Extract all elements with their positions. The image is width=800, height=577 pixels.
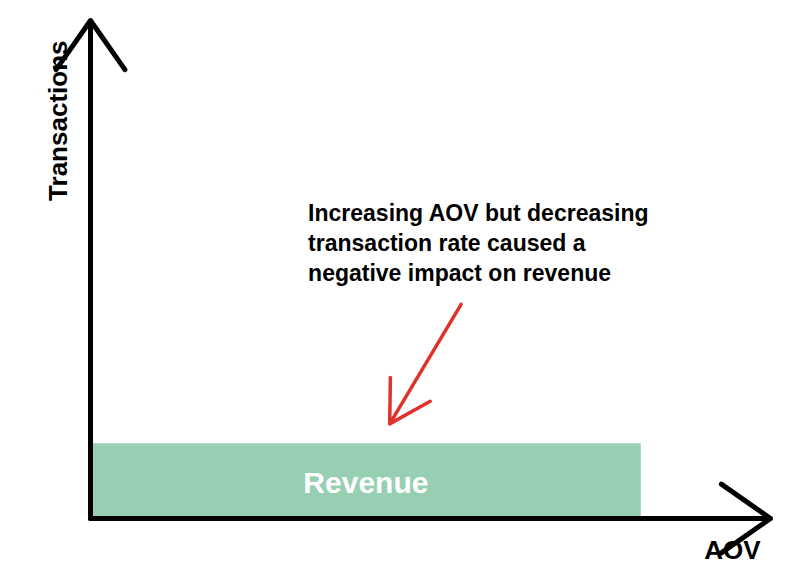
svg-text:AOV: AOV (704, 535, 761, 565)
svg-text:Transactions: Transactions (43, 41, 73, 201)
svg-text:Revenue: Revenue (303, 466, 428, 499)
svg-text:Increasing AOV but decreasingt: Increasing AOV but decreasingtransaction… (308, 200, 648, 286)
